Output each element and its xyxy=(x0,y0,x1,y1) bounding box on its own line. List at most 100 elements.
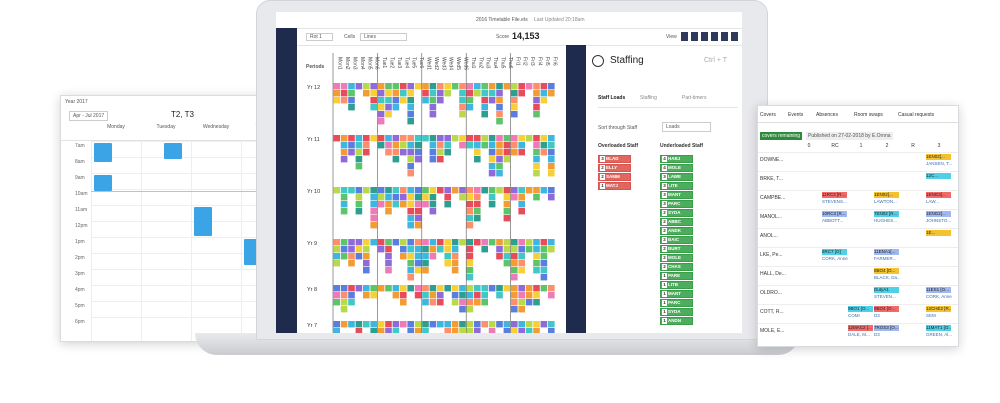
cover-cell[interactable]: 11ES1 [O... xyxy=(926,287,951,293)
lesson-cell xyxy=(533,267,540,274)
staff-chip[interactable]: 1 PARE xyxy=(660,272,693,280)
lesson-cell xyxy=(414,201,422,208)
covers-tab[interactable]: Events xyxy=(788,112,804,118)
staff-chip[interactable]: 1 ANDN xyxy=(660,317,693,325)
staff-chip[interactable]: 3 MANT xyxy=(660,191,693,199)
lesson-cell xyxy=(466,274,474,281)
lesson-cell xyxy=(414,239,422,246)
lesson-cell xyxy=(548,328,555,333)
event[interactable] xyxy=(164,143,182,159)
cover-cell[interactable]: 7ROS3 [O... xyxy=(874,325,899,331)
cover-cell[interactable]: 1ENG3[... xyxy=(926,192,951,198)
lesson-cell xyxy=(385,260,392,267)
event[interactable] xyxy=(94,175,112,191)
lesson-cell xyxy=(370,187,377,194)
staff-chip[interactable]: 1 MATJ xyxy=(598,182,631,190)
lesson-cell xyxy=(540,260,548,267)
covers-row-name: BRKE, T... xyxy=(760,176,783,182)
rotation-select[interactable]: Rot 1 xyxy=(306,33,333,41)
lesson-cell xyxy=(511,306,518,313)
cover-cell[interactable]: 11MAT1 [O... xyxy=(926,325,951,331)
calendar-range[interactable]: Apr - Jul 2017 xyxy=(69,111,109,121)
cover-cell[interactable]: 8BO4 [O... xyxy=(874,306,899,312)
cover-cell[interactable]: 7EN02 [R... xyxy=(874,211,899,217)
staff-chip[interactable]: 1 LITB xyxy=(660,281,693,289)
staffing-tab[interactable]: Part-timers xyxy=(682,95,707,101)
lesson-cell xyxy=(496,321,503,328)
cover-cell[interactable]: 1ENG2[... xyxy=(926,211,951,217)
view-buttons[interactable] xyxy=(681,32,739,41)
staff-chip[interactable]: 3 PARC xyxy=(660,200,693,208)
staff-chip[interactable]: 1 PARC xyxy=(660,299,693,307)
lesson-cell xyxy=(518,253,525,260)
staff-chip[interactable]: 2 CHAS xyxy=(660,263,693,271)
staffing-tab[interactable]: Staff Loads xyxy=(598,95,626,101)
staff-count: 1 xyxy=(662,309,667,315)
staff-chip[interactable]: 3 LITE xyxy=(660,182,693,190)
cover-cell[interactable]: 11ENA1[... xyxy=(874,249,899,255)
lesson-cell xyxy=(488,135,496,142)
covers-tab[interactable]: Covers xyxy=(760,112,776,118)
cover-cell[interactable]: 8RC7 [O] xyxy=(822,249,847,255)
cover-cell[interactable]: 12C... xyxy=(926,173,951,179)
lesson-cell xyxy=(363,83,370,90)
event[interactable] xyxy=(194,207,212,236)
cover-cell[interactable]: 8BO4 [O... xyxy=(874,268,899,274)
staff-chip[interactable]: 2 ELLY xyxy=(598,164,631,172)
event[interactable] xyxy=(94,143,112,163)
staff-chip[interactable]: 2 SYDA xyxy=(660,209,693,217)
lesson-cell xyxy=(363,292,370,299)
lesson-cell xyxy=(540,321,548,328)
lesson-cell xyxy=(407,187,414,194)
lesson-cell xyxy=(511,194,518,201)
staff-count: 2 xyxy=(600,174,605,180)
staff-chip[interactable]: 2 MOLE xyxy=(660,254,693,262)
cells-select[interactable]: Lines xyxy=(360,33,407,41)
staff-count: 1 xyxy=(662,291,667,297)
close-button[interactable] xyxy=(592,55,604,67)
staff-chip[interactable]: 2 BAIC xyxy=(660,236,693,244)
staff-chip[interactable]: 3 LAWE xyxy=(660,173,693,181)
cover-cell[interactable]: 12MAC2 [... xyxy=(848,325,873,331)
lesson-cell xyxy=(548,142,555,149)
covers-tab[interactable]: Room swaps xyxy=(854,112,883,118)
covers-tab[interactable]: Absences xyxy=(816,112,838,118)
cover-cell[interactable]: 9BO1 [O... xyxy=(848,306,873,312)
cover-cell[interactable]: 1EN02[... xyxy=(926,154,951,160)
lesson-cell xyxy=(392,97,400,104)
staff-chip[interactable]: 2 ABBC xyxy=(660,218,693,226)
lesson-cell xyxy=(370,201,377,208)
staff-chip[interactable]: 4 MOLE xyxy=(660,164,693,172)
staff-code: PARC xyxy=(668,201,681,206)
lesson-cell xyxy=(488,201,496,208)
cover-cell[interactable]: 1EN02[... xyxy=(874,192,899,198)
lesson-cell xyxy=(474,239,481,246)
staff-chip[interactable]: 2 ANDK xyxy=(660,227,693,235)
lesson-cell xyxy=(407,163,414,170)
cover-cell[interactable]: 12CHE2 [R... xyxy=(926,306,951,312)
staff-chip[interactable]: 3 BLAD xyxy=(598,155,631,163)
covers-column: 3 xyxy=(937,143,941,149)
lesson-cell xyxy=(511,90,518,97)
cover-cell[interactable]: 1E... xyxy=(926,230,951,236)
lesson-cell xyxy=(533,149,540,156)
staff-chip[interactable]: 4 HABJ xyxy=(660,155,693,163)
lesson-cell xyxy=(385,239,392,246)
staff-chip[interactable]: 2 SAMM xyxy=(598,173,631,181)
staff-chip[interactable]: 1 SYDA xyxy=(660,308,693,316)
staff-chip[interactable]: 2 BURT xyxy=(660,245,693,253)
staff-count: 3 xyxy=(662,201,667,207)
cover-cell[interactable]: DutyA1 xyxy=(874,287,899,293)
sort-select[interactable]: Loads xyxy=(662,122,711,132)
staff-chip[interactable]: 1 MANT xyxy=(660,290,693,298)
lesson-cell xyxy=(355,149,363,156)
lesson-cell xyxy=(429,321,437,328)
lesson-cell xyxy=(355,194,363,201)
cover-cell[interactable]: 10RC3 [R... xyxy=(822,211,847,217)
staffing-tab[interactable]: Staffing xyxy=(640,95,657,101)
lesson-cell xyxy=(511,104,518,111)
lesson-cell xyxy=(466,97,474,104)
covers-tab[interactable]: Casual requests xyxy=(898,112,935,118)
time-line xyxy=(91,189,293,190)
cover-cell[interactable]: 11RC3 [R... xyxy=(822,192,847,198)
